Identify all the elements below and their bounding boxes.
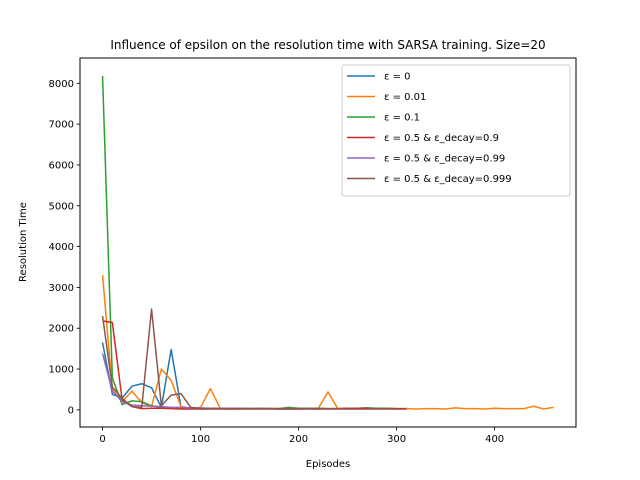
y-tick-label: 8000: [49, 79, 74, 90]
x-axis: 0 100 200 300 400: [99, 427, 504, 445]
legend: ε = 0 ε = 0.01 ε = 0.1 ε = 0.5 & ε_decay=0.…: [341, 64, 571, 197]
legend-label-5: ε = 0.5 & ε_decay=0.999: [384, 174, 512, 185]
plot-frame: [79, 57, 577, 428]
legend-label-2: ε = 0.1: [384, 113, 420, 124]
y-tick-label: 4000: [49, 242, 74, 253]
series-line-5: [101, 308, 397, 410]
y-tick-label: 2000: [49, 324, 74, 335]
series-line-0: [101, 342, 319, 410]
x-tick-label: 100: [191, 434, 210, 445]
y-tick-label: 5000: [49, 201, 74, 212]
x-tick-label: 0: [99, 434, 105, 445]
x-tick-label: 200: [289, 434, 308, 445]
legend-label-4: ε = 0.5 & ε_decay=0.99: [384, 154, 505, 165]
x-tick-label: 400: [485, 434, 504, 445]
legend-label-0: ε = 0: [384, 72, 411, 83]
legend-label-3: ε = 0.5 & ε_decay=0.9: [384, 133, 499, 144]
y-tick-label: 7000: [49, 120, 74, 131]
y-tick-label: 6000: [49, 160, 74, 171]
plot-area: [101, 75, 554, 410]
series-line-3: [102, 320, 407, 410]
y-tick-label: 1000: [49, 365, 74, 376]
legend-label-1: ε = 0.01: [384, 92, 426, 103]
y-axis-label: Resolution Time: [18, 202, 29, 282]
chart-title: Influence of epsilon on the resolution t…: [110, 38, 545, 52]
x-axis-label: Episodes: [306, 459, 350, 470]
x-tick-label: 300: [387, 434, 406, 445]
y-axis: 0 1000 2000 3000 4000 5000 6000 7000 8000: [49, 79, 80, 416]
legend-box: [341, 64, 571, 197]
y-tick-label: 0: [68, 405, 74, 416]
y-tick-label: 3000: [49, 283, 74, 294]
series-line-1: [101, 275, 554, 410]
series-line-4: [101, 353, 319, 410]
